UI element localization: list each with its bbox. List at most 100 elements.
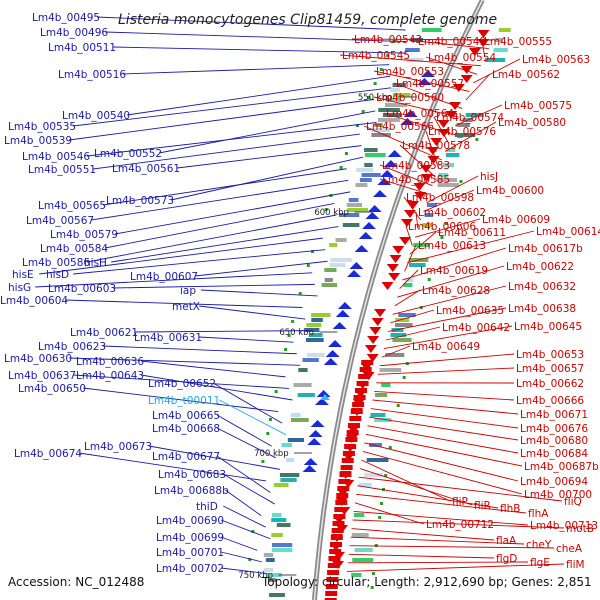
label-leader-line xyxy=(361,459,451,502)
forward-gene-block xyxy=(334,507,347,512)
annotation-bar xyxy=(348,198,359,202)
label-leader-line xyxy=(96,16,406,31)
label-leader-line xyxy=(455,104,503,127)
label-leader-line xyxy=(351,38,493,41)
annotation-bar xyxy=(445,153,460,157)
reverse-gene-arrow xyxy=(367,205,382,212)
reverse-gene-arrow xyxy=(328,340,343,347)
annotation-bar xyxy=(426,203,437,207)
gene-label-right: Lm4b_00617b xyxy=(508,243,583,255)
gene-label-left: Lm4b_00511 xyxy=(48,42,116,54)
label-leader-line xyxy=(372,399,519,415)
gene-label-left: Lm4b_00652 xyxy=(148,378,216,390)
scale-tick-label: 650 kbp xyxy=(279,328,314,338)
gene-label-left: Lm4b_00551 xyxy=(28,164,96,176)
marker-dot xyxy=(251,530,255,533)
forward-gene-block xyxy=(329,542,342,547)
gene-label-left: hisG xyxy=(8,282,31,294)
forward-gene-arrow xyxy=(388,273,401,281)
reverse-gene-arrow xyxy=(380,170,395,177)
label-leader-line xyxy=(220,551,262,563)
label-leader-line xyxy=(220,536,258,551)
label-leader-line xyxy=(39,237,323,275)
label-leader-line xyxy=(465,73,491,101)
gene-label-right: Lm4b_00671 xyxy=(520,409,588,421)
marker-dot xyxy=(396,404,400,407)
reverse-gene-arrow xyxy=(323,358,338,365)
label-leader-line xyxy=(219,399,287,436)
annotation-bar xyxy=(422,223,433,227)
gene-label-right: Lm4b_00602 xyxy=(418,207,486,219)
annotation-bar xyxy=(272,543,293,547)
annotation-bar xyxy=(456,123,470,127)
annotation-bar xyxy=(494,38,503,42)
forward-gene-block xyxy=(356,381,369,386)
forward-gene-block xyxy=(327,563,340,568)
annotation-bar xyxy=(291,413,301,417)
marker-dot xyxy=(261,460,265,463)
label-leader-line xyxy=(102,168,347,206)
label-leader-line xyxy=(158,110,376,154)
label-leader-line xyxy=(364,442,519,482)
annotation-bar xyxy=(374,123,383,127)
annotation-bar xyxy=(338,213,360,217)
marker-dot xyxy=(355,124,359,127)
label-leader-line xyxy=(346,563,565,572)
label-leader-line xyxy=(339,54,481,67)
forward-gene-arrow xyxy=(371,318,384,326)
label-leader-line xyxy=(356,493,527,514)
label-leader-line xyxy=(102,345,297,355)
genome-backbone-highlight xyxy=(313,0,484,600)
forward-gene-block xyxy=(337,486,350,491)
forward-gene-arrow xyxy=(413,183,426,191)
forward-gene-block xyxy=(324,598,337,600)
annotation-bar xyxy=(354,548,373,552)
forward-gene-block xyxy=(325,591,338,596)
gene-label-left: Lm4b_00579 xyxy=(50,229,118,241)
marker-dot xyxy=(367,96,371,99)
gene-label-right: Lm4b_00680 xyxy=(520,435,588,447)
gene-label-right: Lm4b_00619 xyxy=(420,265,488,277)
label-leader-line xyxy=(348,553,495,559)
gene-label-left: Lm4b_00623 xyxy=(38,341,106,353)
annotation-bar xyxy=(355,183,368,187)
label-leader-line xyxy=(357,485,499,509)
reverse-gene-arrow xyxy=(303,458,318,465)
label-leader-line xyxy=(370,408,519,429)
annotation-bar xyxy=(329,243,338,247)
label-leader-line xyxy=(349,545,555,549)
annotation-bar xyxy=(297,393,315,397)
forward-gene-block xyxy=(327,570,340,575)
forward-gene-arrow xyxy=(468,48,481,56)
annotation-bar xyxy=(378,108,400,112)
forward-gene-block xyxy=(326,577,339,582)
label-leader-line xyxy=(394,289,421,307)
gene-label-right: Lm4b_00575 xyxy=(504,100,572,112)
gene-label-left: Lm4b_00665 xyxy=(152,410,220,422)
annotation-bar xyxy=(398,313,416,317)
reverse-gene-arrow xyxy=(302,465,317,472)
gene-label-left: Lm4b_00683 xyxy=(158,469,226,481)
annotation-bar xyxy=(390,333,407,337)
gene-label-right: hisJ xyxy=(480,171,498,183)
gene-label-right: Lm4b_00609 xyxy=(482,214,550,226)
label-leader-line xyxy=(433,116,449,144)
annotation-bar xyxy=(366,458,389,462)
annotation-bar xyxy=(409,263,426,267)
gene-label-left: Lm4b_00702 xyxy=(156,563,224,575)
marker-dot xyxy=(344,152,348,155)
annotation-bar xyxy=(385,103,407,107)
gene-labels: Lm4b_00495 Lm4b_00496 Lm4b_00511 Lm4b_00516… xyxy=(0,12,600,575)
gene-label-left: hisE xyxy=(12,269,34,281)
annotation-bar xyxy=(306,323,322,327)
annotation-bar xyxy=(324,278,333,282)
forward-gene-block xyxy=(355,388,368,393)
gene-label-right: flgE xyxy=(530,557,550,569)
annotation-bar xyxy=(269,593,285,597)
scale-tick-label: 550 kbp xyxy=(358,93,393,103)
annotation-bar xyxy=(302,358,319,362)
forward-gene-block xyxy=(361,360,374,365)
gene-label-left: Lm4b_00621 xyxy=(70,327,138,339)
annotation-bar xyxy=(321,283,337,287)
